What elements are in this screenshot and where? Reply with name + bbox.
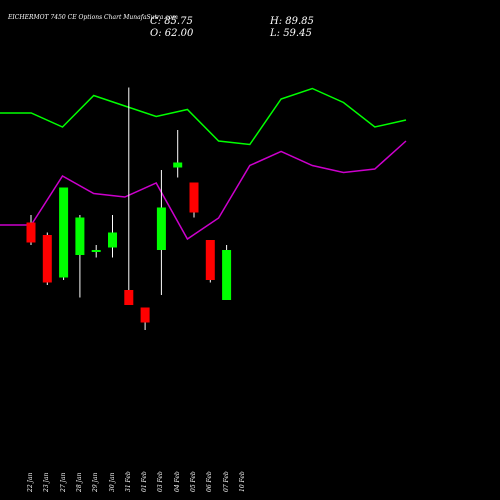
date-label: 10 Feb <box>238 471 246 492</box>
candle-body <box>59 187 69 278</box>
candle <box>124 87 134 305</box>
date-label: 03 Feb <box>157 471 165 492</box>
candle-body <box>222 250 232 300</box>
date-label: 07 Feb <box>222 471 230 492</box>
candle-body <box>173 162 183 168</box>
date-label: 22 Jan <box>27 472 34 492</box>
candle-body <box>108 232 117 248</box>
candles <box>26 87 232 330</box>
date-label: 01 Feb <box>141 471 149 492</box>
candle <box>205 240 215 283</box>
date-label: 30 Jan <box>108 472 116 492</box>
candle <box>140 307 150 330</box>
candle <box>189 182 199 218</box>
candle <box>108 215 117 258</box>
candle-body <box>156 207 166 250</box>
candle-body <box>42 235 52 283</box>
high-value: H: 89.85 <box>270 16 314 27</box>
candle-body <box>75 217 85 255</box>
candle <box>173 130 183 178</box>
candle <box>222 245 232 300</box>
indicator-lines <box>0 87 407 241</box>
date-label: 04 Feb <box>173 471 181 492</box>
candle-body <box>205 240 215 280</box>
candle-body <box>124 290 134 305</box>
close-value: C: 85.75 <box>150 16 193 27</box>
candle-body <box>91 250 101 252</box>
date-label: 27 Jan <box>59 472 67 492</box>
candle <box>26 215 36 245</box>
candle-body <box>189 182 199 213</box>
low-value: L: 59.45 <box>270 28 312 39</box>
date-label: 31 Feb <box>124 471 132 492</box>
candle-body <box>140 307 150 323</box>
date-label: 29 Jan <box>92 472 100 492</box>
lower-line <box>0 140 407 241</box>
date-label: 05 Feb <box>190 471 197 492</box>
candle <box>91 245 101 258</box>
candle <box>156 170 166 295</box>
candle <box>42 232 52 285</box>
date-label: 28 Jan <box>75 472 83 492</box>
date-label: 06 Feb <box>206 471 214 492</box>
date-label: 23 Jan <box>43 472 51 492</box>
candle <box>59 187 69 280</box>
candle-body <box>26 222 36 243</box>
candle <box>75 215 85 298</box>
open-value: O: 62.00 <box>150 28 194 39</box>
upper-line <box>0 87 407 146</box>
chart-title: EICHERMOT 7450 CE Options Chart MunafaSu… <box>8 14 178 21</box>
